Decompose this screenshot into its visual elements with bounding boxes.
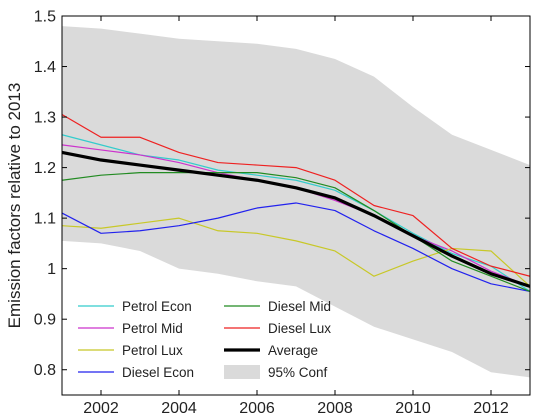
legend-label: Diesel Econ <box>122 365 194 380</box>
series-line-diesel-mid <box>61 172 531 292</box>
legend: Petrol Econ Petrol Mid Petrol Lux Diesel Ec… <box>78 299 331 380</box>
x-tick-label: 2006 <box>239 400 275 416</box>
y-tick-label: 1.3 <box>34 110 56 127</box>
confidence-band-layer <box>62 26 530 378</box>
series-line-diesel-lux <box>61 114 531 277</box>
plot-frame <box>61 15 531 396</box>
legend-item-average: Average <box>224 343 318 358</box>
y-axis-label: Emission factors relative to 2013 <box>5 83 24 329</box>
legend-item-diesel-econ: Diesel Econ <box>78 365 194 380</box>
x-tick-label: 2008 <box>317 400 353 416</box>
y-tick-label: 1 <box>47 261 56 278</box>
x-tick-label: 2004 <box>161 400 197 416</box>
legend-item-diesel-lux: Diesel Lux <box>224 321 331 336</box>
legend-label: Petrol Mid <box>122 321 183 336</box>
legend-swatch <box>224 365 260 379</box>
legend-label: Petrol Lux <box>122 343 183 358</box>
x-tick-label: 2002 <box>83 400 119 416</box>
series-line-diesel-econ <box>61 202 531 292</box>
legend-label: Average <box>268 343 318 358</box>
series-line-average <box>61 150 531 288</box>
axis-ticks: 2002 2004 2006 2008 2010 2012 0.8 0.9 1 1.1 1.2 1.3… <box>34 9 530 416</box>
legend-item-petrol-lux: Petrol Lux <box>78 343 183 358</box>
y-tick-label: 1.4 <box>34 59 56 76</box>
y-tick-label: 1.1 <box>34 211 56 228</box>
confidence-band-area <box>62 26 530 378</box>
legend-label: Diesel Lux <box>268 321 331 336</box>
y-tick-label: 1.2 <box>34 160 56 177</box>
legend-item-petrol-econ: Petrol Econ <box>78 299 192 314</box>
x-tick-label: 2012 <box>473 400 509 416</box>
legend-label: Diesel Mid <box>268 299 331 314</box>
y-tick-label: 0.8 <box>34 362 56 379</box>
legend-item-petrol-mid: Petrol Mid <box>78 321 183 336</box>
legend-item-95-conf: 95% Conf <box>224 365 328 380</box>
legend-label: 95% Conf <box>268 365 328 380</box>
x-tick-label: 2010 <box>395 400 431 416</box>
y-tick-label: 1.5 <box>34 9 56 26</box>
y-tick-label: 0.9 <box>34 312 56 329</box>
legend-item-diesel-mid: Diesel Mid <box>224 299 331 314</box>
legend-label: Petrol Econ <box>122 299 192 314</box>
series-layer <box>61 114 531 292</box>
